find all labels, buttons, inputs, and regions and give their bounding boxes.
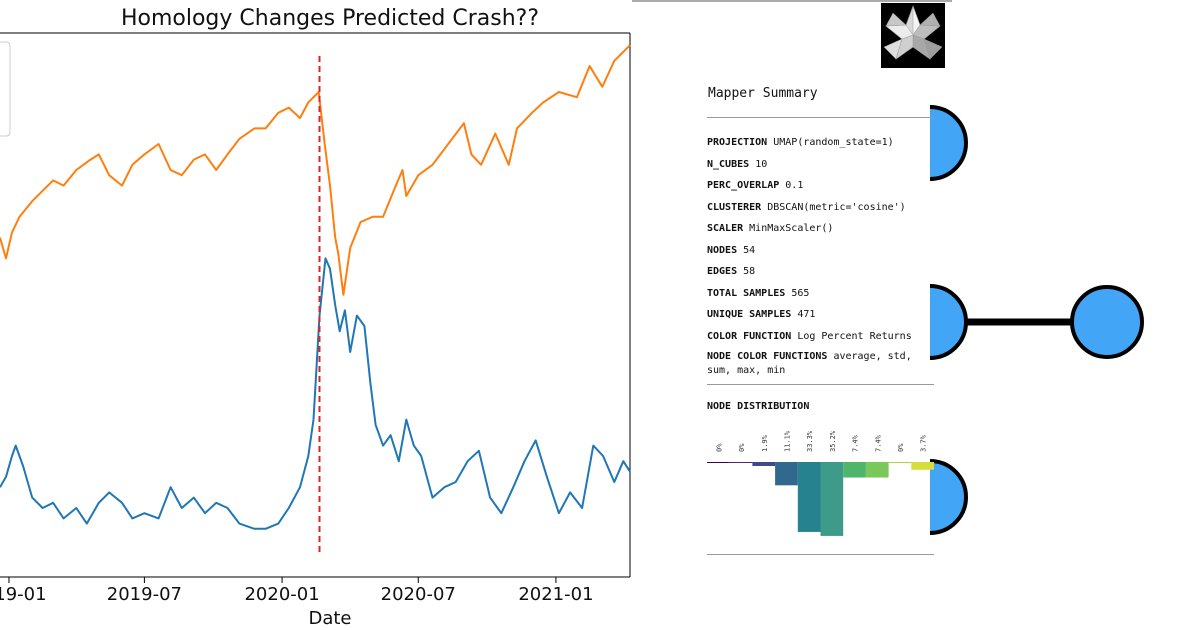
distribution-bin-label: 35.2% xyxy=(829,430,837,452)
row-value: 58 xyxy=(743,266,756,277)
distribution-bin-label: 7.4% xyxy=(874,434,882,452)
summary-rows: PROJECTION UMAP(random_state=1) N_CUBES … xyxy=(707,132,934,378)
x-tick-label: 2020-01 xyxy=(244,584,319,605)
row-key: UNIQUE SAMPLES xyxy=(707,309,792,320)
distribution-bar xyxy=(911,462,934,470)
row-value: Log Percent Returns xyxy=(797,330,912,342)
distribution-bar xyxy=(707,462,730,463)
mapper-node[interactable] xyxy=(1070,285,1144,359)
row-key: N_CUBES xyxy=(707,158,750,170)
summary-divider xyxy=(707,554,934,555)
summary-row-total-samples: TOTAL SAMPLES 565 xyxy=(707,283,934,305)
row-value: 10 xyxy=(755,158,768,170)
row-key: PERC_OVERLAP xyxy=(707,180,780,191)
summary-title: Mapper Summary xyxy=(708,86,818,101)
x-axis-label: Date xyxy=(308,608,351,629)
row-key: NODES xyxy=(707,244,738,256)
summary-row-nodes: NODES 54 xyxy=(707,240,934,262)
row-value: 0.1 xyxy=(785,180,804,191)
summary-row-n-cubes: N_CUBES 10 xyxy=(707,154,934,176)
row-value: 471 xyxy=(797,309,816,320)
row-value: MinMaxScaler() xyxy=(749,223,834,234)
legend-box-edge xyxy=(0,41,11,137)
row-key: CLUSTERER xyxy=(707,201,762,213)
summary-row-scaler: SCALER MinMaxScaler() xyxy=(707,218,934,240)
summary-row-edges: EDGES 58 xyxy=(707,261,934,283)
distribution-bar xyxy=(820,462,844,536)
distribution-bar xyxy=(843,462,866,478)
x-tick-label: 2020-07 xyxy=(381,584,456,605)
chart-title: Homology Changes Predicted Crash?? xyxy=(121,6,539,31)
row-value: 54 xyxy=(743,244,756,256)
x-tick-label: 2021-01 xyxy=(518,584,593,605)
row-value: 565 xyxy=(791,287,810,299)
mapper-node[interactable] xyxy=(930,459,968,535)
summary-row-perc-overlap: PERC_OVERLAP 0.1 xyxy=(707,175,934,197)
row-key: TOTAL SAMPLES xyxy=(707,287,786,299)
series-line-1 xyxy=(0,44,631,296)
row-key: NODE COLOR FUNCTIONS xyxy=(707,351,828,362)
summary-divider xyxy=(707,384,934,385)
summary-row-unique-samples: UNIQUE SAMPLES 471 xyxy=(707,304,934,326)
x-ticks: 2019-01 2019-07 2020-01 2020-07 2021-01 xyxy=(0,577,594,605)
node-distribution-title: NODE DISTRIBUTION xyxy=(707,401,810,412)
distribution-bar xyxy=(797,462,821,532)
summary-row-projection: PROJECTION UMAP(random_state=1) xyxy=(707,132,934,154)
distribution-bar xyxy=(888,462,912,463)
row-value: UMAP(random_state=1) xyxy=(773,137,894,148)
polyhedron-icon xyxy=(883,4,943,60)
kmapper-logo xyxy=(881,3,945,68)
distribution-bin-label: 33.3% xyxy=(806,430,814,452)
row-key: SCALER xyxy=(707,223,744,234)
distribution-bin-label: 1.9% xyxy=(761,434,769,452)
series-layer xyxy=(0,44,631,530)
distribution-bin-label: 11.1% xyxy=(783,430,791,452)
x-tick-label: 2019-07 xyxy=(107,584,182,605)
distribution-bar xyxy=(775,462,798,486)
row-key: PROJECTION xyxy=(707,137,768,148)
distribution-bar xyxy=(865,462,889,478)
row-value: DBSCAN(metric='cosine') xyxy=(767,201,906,213)
distribution-bar xyxy=(729,462,753,463)
row-value: average, std, sum, max, min xyxy=(707,351,912,376)
node-distribution-histogram: 0% 0% 1.9% 11.1% 33.3% 35.2% 7.4% 7.4% 0% 3.7% xyxy=(707,430,934,536)
homology-chart: Homology Changes Predicted Crash?? 2019-… xyxy=(0,6,631,629)
top-divider xyxy=(632,0,952,2)
series-line-2 xyxy=(0,257,631,530)
summary-divider xyxy=(707,117,934,118)
row-key: COLOR FUNCTION xyxy=(707,330,792,342)
mapper-graph xyxy=(930,105,1144,535)
mapper-node[interactable] xyxy=(930,105,968,181)
summary-row-color-function: COLOR FUNCTION Log Percent Returns xyxy=(707,326,934,348)
distribution-bin-label: 0% xyxy=(897,443,905,452)
mapper-summary-panel: Mapper Summary PROJECTION UMAP(random_st… xyxy=(707,86,934,555)
distribution-bin-label: 3.7% xyxy=(920,434,928,452)
mapper-node[interactable] xyxy=(930,284,968,360)
distribution-bin-label: 7.4% xyxy=(852,434,860,452)
distribution-bin-label: 0% xyxy=(715,443,723,452)
x-tick-label: 2019-01 xyxy=(0,584,47,605)
summary-row-clusterer: CLUSTERER DBSCAN(metric='cosine') xyxy=(707,197,934,219)
distribution-bar xyxy=(752,462,776,466)
distribution-bin-label: 0% xyxy=(738,443,746,452)
summary-row-node-color-functions: NODE COLOR FUNCTIONS average, std, sum, … xyxy=(707,350,934,378)
row-key: EDGES xyxy=(707,266,738,277)
